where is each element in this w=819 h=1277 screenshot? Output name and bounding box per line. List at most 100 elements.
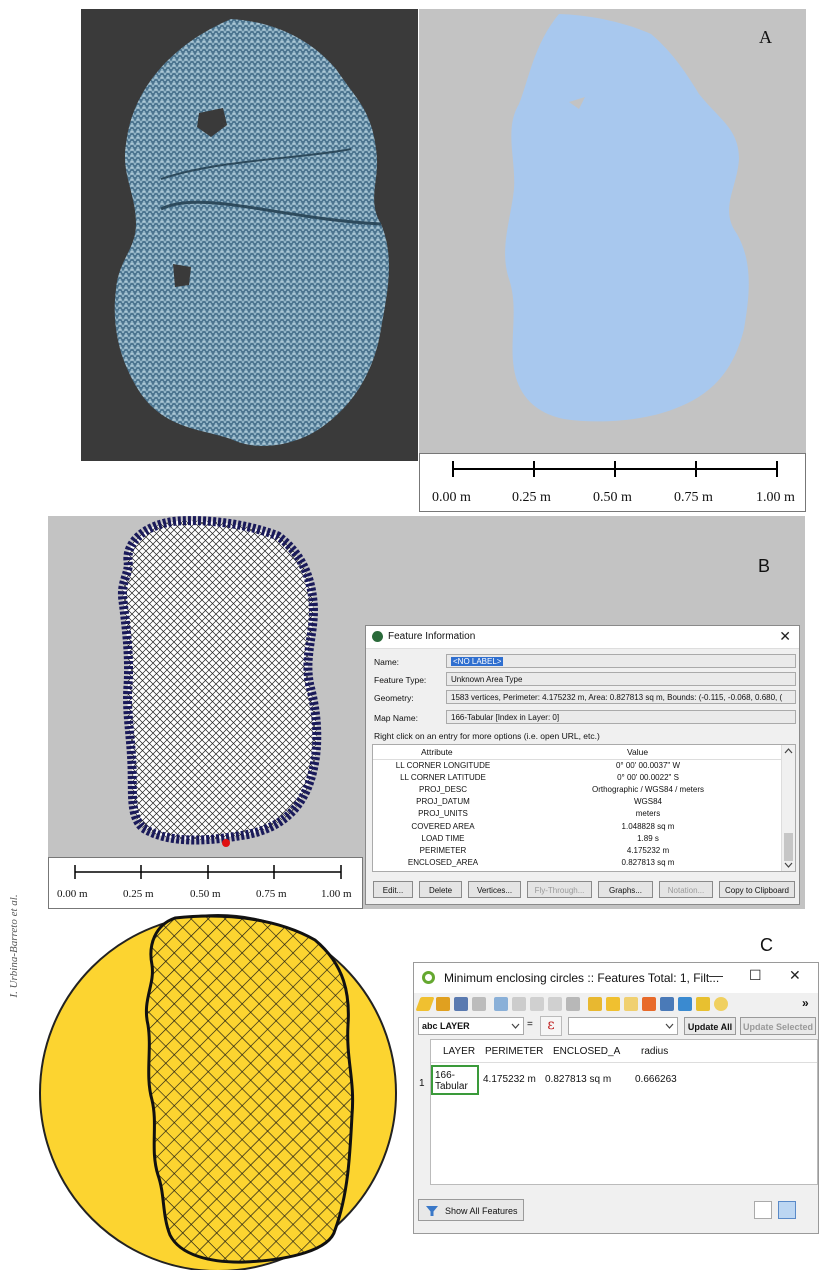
cut-icon[interactable] [530, 997, 544, 1011]
column-header-radius[interactable]: radius [641, 1046, 669, 1057]
pan-to-selection-icon[interactable] [696, 997, 710, 1011]
select-expression-icon[interactable] [588, 997, 602, 1011]
delete-feature-icon[interactable] [512, 997, 526, 1011]
name-label: Name: [374, 657, 400, 667]
value-column-header[interactable]: Value [627, 747, 649, 757]
graphs-button[interactable]: Graphs... [598, 881, 653, 898]
delete-button[interactable]: Delete [419, 881, 462, 898]
chevron-down-icon [511, 1023, 520, 1029]
row-value: 1.89 s [637, 834, 659, 843]
feature-info-title: Feature Information [388, 631, 476, 642]
attribute-table-titlebar[interactable]: Minimum enclosing circles :: Features To… [414, 963, 818, 993]
feature-type-label: Feature Type: [374, 675, 427, 685]
vertical-scrollbar[interactable] [781, 745, 795, 871]
row-value: meters [635, 809, 661, 818]
scale-bar-a-line [452, 461, 778, 477]
expression-input[interactable] [568, 1017, 678, 1035]
enclosed-cell: 0.827813 sq m [545, 1074, 612, 1085]
column-header-enclosed[interactable]: ENCLOSED_A [553, 1046, 621, 1057]
notation-button[interactable]: Notation... [659, 881, 713, 898]
scale-bar-b-line [74, 865, 342, 879]
close-icon[interactable]: ✕ [779, 628, 791, 644]
invert-selection-icon[interactable] [624, 997, 638, 1011]
row-attribute: LL CORNER LATITUDE [400, 773, 486, 782]
form-view-icon[interactable] [754, 1201, 772, 1219]
paste-icon[interactable] [566, 997, 580, 1011]
feature-type-field[interactable]: Unknown Area Type [446, 672, 796, 686]
layer-cell-value: 166-Tabular [435, 1070, 468, 1092]
row-attribute: LOAD TIME [421, 834, 465, 843]
select-all-icon[interactable] [606, 997, 620, 1011]
expression-builder-button[interactable]: ε [540, 1016, 562, 1036]
feature-information-dialog: Feature Information ✕ Name: <NO LABEL> F… [365, 625, 800, 905]
minimize-button[interactable]: — [709, 967, 723, 983]
scale-a-label-0: 0.00 m [432, 490, 471, 505]
multi-edit-icon[interactable] [436, 997, 450, 1011]
row-value: 0° 00' 00.0022" S [617, 773, 679, 782]
name-field[interactable]: <NO LABEL> [446, 654, 796, 668]
row-attribute: ENCLOSED_AREA [407, 858, 479, 867]
row-value: 4.175232 m [626, 846, 670, 855]
edit-button[interactable]: Edit... [373, 881, 413, 898]
scale-bar-b: 0.00 m 0.25 m 0.50 m 0.75 m 1.00 m [48, 857, 363, 909]
scale-b-label-4: 1.00 m [321, 888, 352, 900]
filter-funnel-icon [426, 1206, 438, 1216]
show-all-features-label: Show All Features [445, 1206, 518, 1216]
reef-photo-image [114, 19, 389, 446]
column-header-perimeter[interactable]: PERIMETER [485, 1046, 544, 1057]
move-selection-top-icon[interactable] [678, 997, 692, 1011]
feature-info-titlebar[interactable]: Feature Information ✕ [366, 626, 799, 649]
zoom-to-selection-icon[interactable] [714, 997, 728, 1011]
close-button[interactable]: ✕ [789, 967, 801, 983]
scale-a-label-1: 0.25 m [512, 490, 551, 505]
reload-icon[interactable] [472, 997, 486, 1011]
minimum-enclosing-circle-map [30, 910, 410, 1272]
maximize-button[interactable]: ☐ [749, 967, 762, 983]
row-attribute: COVERED AREA [411, 822, 475, 831]
header-divider [431, 1062, 817, 1063]
copy-to-clipboard-button[interactable]: Copy to Clipboard [719, 881, 795, 898]
save-edits-icon[interactable] [454, 997, 468, 1011]
geometry-field[interactable]: 1583 vertices, Perimeter: 4.175232 m, Ar… [446, 690, 796, 704]
row-value: WGS84 [633, 797, 662, 806]
attribute-table-toolbar: » [414, 993, 818, 1015]
attribute-grid[interactable]: LAYER PERIMETER ENCLOSED_A radius 1 166-… [419, 1039, 818, 1185]
row-attribute: PROJ_DATUM [416, 797, 470, 806]
update-all-button[interactable]: Update All [684, 1017, 736, 1035]
author-credit: I. Urbina-Barreto et al. [4, 840, 20, 1060]
row-value: Orthographic / WGS84 / meters [591, 785, 705, 794]
filter-icon[interactable] [660, 997, 674, 1011]
field-select[interactable]: abc LAYER [418, 1017, 524, 1035]
fly-through-button[interactable]: Fly-Through... [527, 881, 592, 898]
add-feature-icon[interactable] [494, 997, 508, 1011]
feature-type-row: Feature Type: Unknown Area Type [372, 672, 796, 688]
scale-a-label-3: 0.75 m [674, 490, 713, 505]
attribute-value-table[interactable]: Attribute Value LL CORNER LONGITUDE 0° 0… [372, 744, 796, 872]
globe-icon [372, 631, 383, 642]
radius-cell: 0.666263 [635, 1074, 677, 1085]
panel-letter-c: C [760, 935, 773, 955]
attribute-table-footer: Show All Features [414, 1185, 818, 1233]
panel-letter-b: B [758, 556, 771, 576]
attribute-table-header: Attribute Value [373, 745, 783, 760]
attribute-column-header[interactable]: Attribute [421, 747, 453, 757]
expression-icon: ε [547, 1017, 555, 1033]
column-header-layer[interactable]: LAYER [443, 1046, 476, 1057]
reef-polygon-graphic [505, 14, 749, 422]
geometry-label: Geometry: [374, 693, 414, 703]
scrollbar-thumb[interactable] [784, 833, 793, 861]
scale-a-label-4: 1.00 m [756, 490, 795, 505]
name-field-value: <NO LABEL> [451, 657, 504, 666]
map-name-field[interactable]: 166-Tabular [Index in Layer: 0] [446, 710, 796, 724]
update-selected-button[interactable]: Update Selected [740, 1017, 816, 1035]
copy-icon[interactable] [548, 997, 562, 1011]
table-view-icon[interactable] [778, 1201, 796, 1219]
perimeter-cell: 4.175232 m [483, 1074, 536, 1085]
show-all-features-button[interactable]: Show All Features [418, 1199, 524, 1221]
vertices-button[interactable]: Vertices... [468, 881, 521, 898]
deselect-icon[interactable] [642, 997, 656, 1011]
toggle-editing-icon[interactable] [415, 997, 435, 1011]
toolbar-overflow-icon[interactable]: » [802, 996, 809, 1010]
field-select-value: abc LAYER [422, 1021, 470, 1031]
selected-cell[interactable]: 166-Tabular [431, 1065, 479, 1095]
